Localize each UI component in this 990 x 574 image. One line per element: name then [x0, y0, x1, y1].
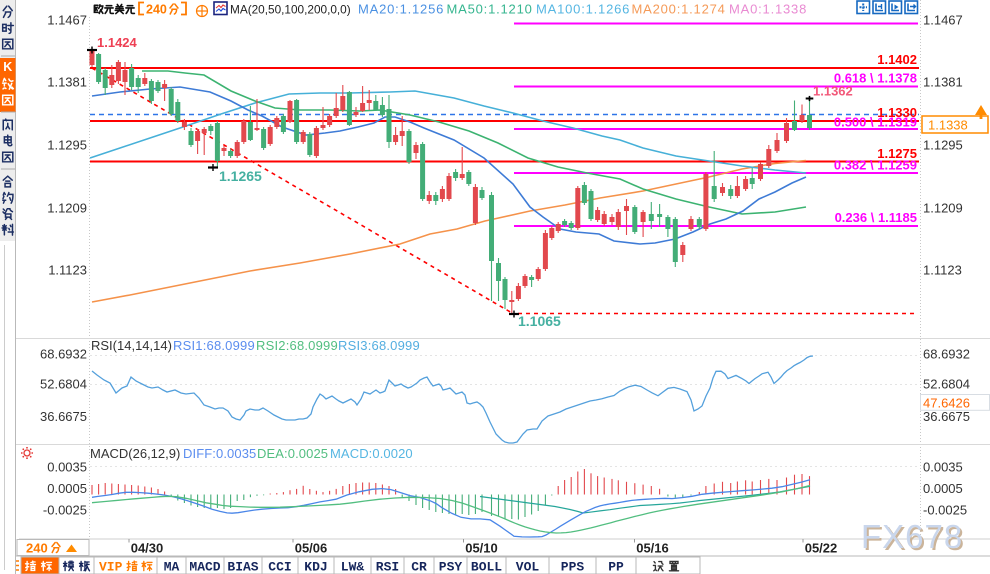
svg-text:1.1123: 1.1123	[48, 263, 87, 278]
svg-text:1.1295: 1.1295	[47, 138, 87, 153]
svg-text:MA100:1.1266: MA100:1.1266	[536, 2, 630, 17]
svg-text:MA: MA	[164, 560, 180, 574]
svg-text:47.6426: 47.6426	[923, 396, 970, 411]
svg-text:05/06: 05/06	[295, 541, 328, 556]
svg-text:1.1265: 1.1265	[219, 168, 262, 184]
svg-text:0.0035: 0.0035	[923, 460, 963, 475]
svg-text:1.1209: 1.1209	[47, 201, 87, 216]
svg-text:MA50:1.1210: MA50:1.1210	[447, 2, 533, 17]
svg-text:1.1467: 1.1467	[47, 13, 87, 28]
svg-text:CR: CR	[411, 560, 427, 574]
svg-text:FX678: FX678	[863, 520, 965, 557]
svg-text:36.6675: 36.6675	[923, 409, 970, 424]
svg-text:1.1275: 1.1275	[877, 146, 917, 161]
svg-text:1.1330: 1.1330	[877, 105, 917, 120]
svg-text:1.1295: 1.1295	[923, 138, 963, 153]
svg-text:05/22: 05/22	[805, 541, 838, 556]
svg-text:1.1123: 1.1123	[923, 263, 962, 278]
svg-text:1.1209: 1.1209	[923, 201, 963, 216]
svg-text:240: 240	[26, 541, 48, 556]
svg-text:MA0:1.1338: MA0:1.1338	[729, 2, 807, 17]
svg-text:36.6675: 36.6675	[40, 409, 87, 424]
svg-text:1.1381: 1.1381	[923, 75, 963, 90]
svg-text:0.382 \ 1.1259: 0.382 \ 1.1259	[834, 158, 917, 173]
svg-text:0.236 \ 1.1185: 0.236 \ 1.1185	[835, 210, 917, 225]
svg-text:DIFF:0.0035: DIFF:0.0035	[183, 446, 256, 461]
svg-text:52.6804: 52.6804	[923, 377, 970, 392]
svg-text:0.618 \ 1.1378: 0.618 \ 1.1378	[834, 71, 917, 86]
svg-text:0.0005: 0.0005	[923, 481, 963, 496]
svg-text:RSI: RSI	[376, 560, 399, 574]
svg-text:MA200:1.1274: MA200:1.1274	[632, 2, 726, 17]
svg-text:FX678: FX678	[861, 518, 963, 555]
svg-text:RSI1:68.0999: RSI1:68.0999	[173, 338, 255, 353]
svg-text:1.1065: 1.1065	[518, 313, 561, 329]
svg-text:PPS: PPS	[561, 560, 585, 574]
svg-text:BOLL: BOLL	[471, 560, 502, 574]
svg-text:RSI(14,14,14): RSI(14,14,14)	[91, 338, 172, 353]
svg-text:RSI3:68.0999: RSI3:68.0999	[338, 338, 420, 353]
svg-text:0.0035: 0.0035	[47, 460, 87, 475]
svg-text:MACD(26,12,9): MACD(26,12,9)	[90, 446, 180, 461]
svg-text:52.6804: 52.6804	[40, 377, 87, 392]
svg-text:1.1467: 1.1467	[923, 13, 963, 28]
svg-text:RSI2:68.0999: RSI2:68.0999	[256, 338, 338, 353]
svg-text:LW&: LW&	[341, 560, 365, 574]
svg-text:VOL: VOL	[516, 560, 540, 574]
svg-text:1.1362: 1.1362	[813, 84, 853, 99]
svg-text:MA20:1.1256: MA20:1.1256	[358, 2, 444, 17]
svg-text:0.500 \ 1.1319: 0.500 \ 1.1319	[834, 115, 917, 130]
svg-text:VIP: VIP	[99, 560, 123, 574]
svg-text:240: 240	[146, 3, 167, 17]
svg-text:05/10: 05/10	[465, 541, 498, 556]
svg-text:PSY: PSY	[439, 560, 463, 574]
svg-text:DEA:0.0025: DEA:0.0025	[257, 446, 328, 461]
svg-text:1.1381: 1.1381	[47, 75, 87, 90]
svg-text:MACD:0.0020: MACD:0.0020	[330, 446, 413, 461]
svg-text:1.1338: 1.1338	[928, 118, 968, 133]
svg-text:-0.0025: -0.0025	[923, 503, 967, 518]
svg-text:PP: PP	[608, 560, 624, 574]
svg-text:68.6932: 68.6932	[923, 347, 970, 362]
svg-text:CCI: CCI	[268, 560, 291, 574]
svg-text:05/16: 05/16	[636, 541, 669, 556]
svg-text:1.1402: 1.1402	[877, 52, 917, 67]
svg-text:MACD: MACD	[189, 560, 220, 574]
svg-text:BIAS: BIAS	[227, 560, 258, 574]
svg-text:-0.0025: -0.0025	[43, 503, 87, 518]
svg-text:0.0005: 0.0005	[47, 481, 87, 496]
svg-text:K: K	[3, 60, 12, 74]
svg-text:68.6932: 68.6932	[40, 347, 87, 362]
svg-text:04/30: 04/30	[131, 541, 164, 556]
svg-text:1.1424: 1.1424	[97, 35, 138, 50]
svg-text:KDJ: KDJ	[304, 560, 327, 574]
svg-text:MA(20,50,100,200,0,0): MA(20,50,100,200,0,0)	[230, 3, 351, 17]
